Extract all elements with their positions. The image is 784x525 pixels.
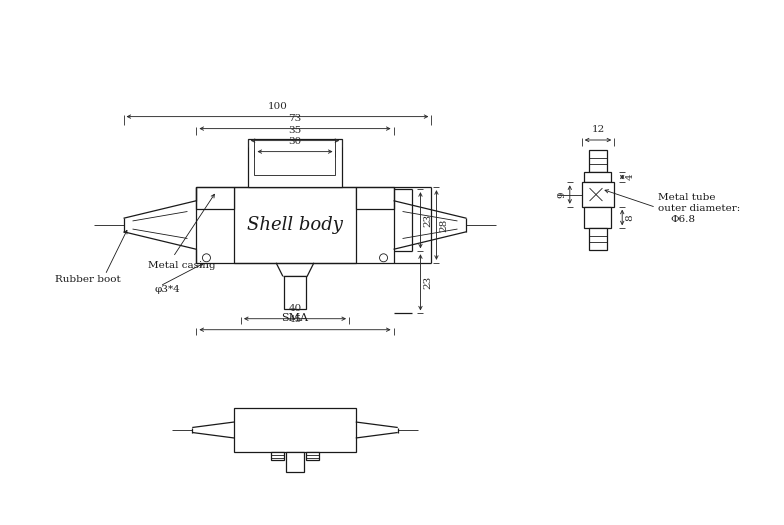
Bar — [197, 187, 394, 263]
Text: 12: 12 — [591, 125, 604, 134]
Bar — [306, 452, 319, 459]
Text: 30: 30 — [289, 136, 302, 145]
Text: Φ6.8: Φ6.8 — [670, 215, 695, 224]
Text: Shell body: Shell body — [247, 216, 343, 234]
Text: SMA: SMA — [281, 313, 308, 323]
Bar — [271, 452, 284, 459]
Text: 9: 9 — [557, 191, 567, 198]
Bar — [582, 182, 614, 207]
Bar — [585, 172, 612, 182]
Bar — [255, 139, 336, 175]
Bar — [234, 408, 356, 452]
Bar — [248, 139, 343, 187]
Text: Metal tube: Metal tube — [658, 193, 716, 202]
Bar — [234, 187, 356, 263]
Text: 45: 45 — [289, 314, 302, 324]
Text: 4: 4 — [625, 174, 634, 180]
Text: 73: 73 — [289, 113, 302, 123]
Bar — [286, 452, 304, 471]
Text: Metal casing: Metal casing — [148, 260, 216, 269]
Bar — [589, 228, 608, 250]
Text: 23: 23 — [423, 214, 433, 227]
Text: 23: 23 — [423, 276, 433, 289]
Text: 28: 28 — [440, 218, 448, 232]
Text: Rubber boot: Rubber boot — [55, 276, 121, 285]
Text: 40: 40 — [289, 303, 302, 313]
Bar — [284, 276, 306, 309]
Bar — [589, 150, 608, 172]
Bar — [197, 187, 234, 209]
Text: 8: 8 — [625, 214, 634, 221]
Bar — [356, 187, 394, 209]
Text: 100: 100 — [267, 102, 288, 111]
Text: outer diameter:: outer diameter: — [658, 204, 740, 213]
Text: 35: 35 — [289, 125, 302, 134]
Text: φ3*4: φ3*4 — [155, 286, 181, 295]
Bar — [585, 207, 612, 228]
